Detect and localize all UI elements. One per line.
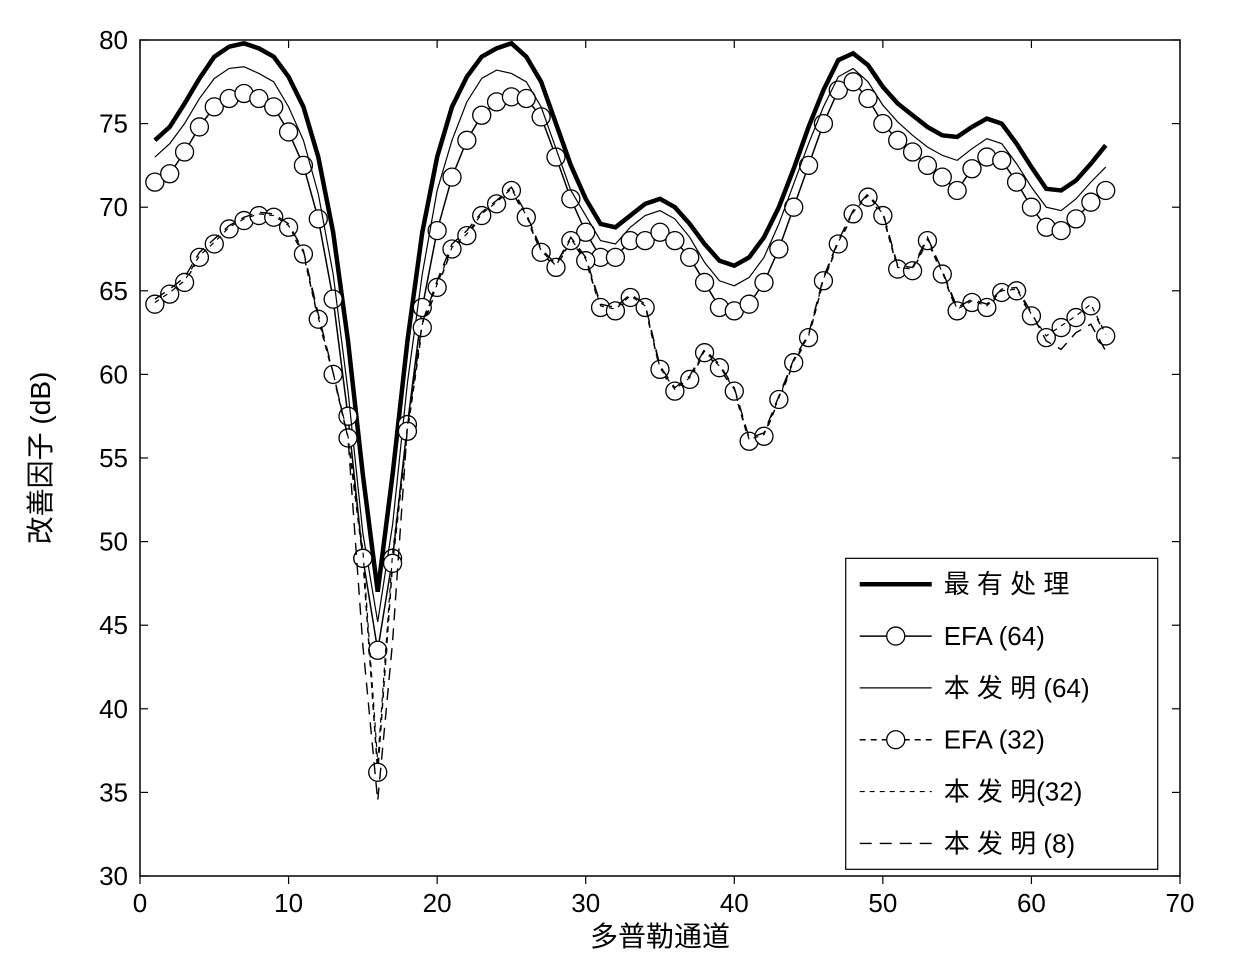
legend-label-4: 本 发 明(32) (944, 777, 1083, 807)
series-line-2 (155, 67, 1106, 622)
y-tick-label: 65 (99, 276, 128, 306)
x-tick-label: 60 (1017, 888, 1046, 918)
y-tick-label: 55 (99, 443, 128, 473)
x-tick-label: 70 (1166, 888, 1195, 918)
x-tick-label: 40 (720, 888, 749, 918)
x-tick-label: 10 (274, 888, 303, 918)
x-tick-label: 0 (133, 888, 147, 918)
y-tick-label: 80 (99, 25, 128, 55)
legend-label-0: 最 有 处 理 (944, 569, 1070, 599)
legend-label-1: EFA (64) (944, 621, 1045, 651)
y-tick-label: 75 (99, 109, 128, 139)
chart-container: 0 10 20 30 40 50 60 70 30 35 40 45 50 55 60 65 70 75 80 多普勒… (0, 0, 1240, 976)
x-tick-label: 20 (423, 888, 452, 918)
x-tick-label: 30 (571, 888, 600, 918)
legend-label-3: EFA (32) (944, 725, 1045, 755)
legend-label-2: 本 发 明 (64) (944, 673, 1090, 703)
y-tick-label: 60 (99, 359, 128, 389)
y-tick-label: 40 (99, 694, 128, 724)
legend-label-5: 本 发 明 (8) (944, 828, 1075, 858)
x-tick-label: 50 (868, 888, 897, 918)
y-tick-label: 35 (99, 777, 128, 807)
y-axis-label: 改善因子 (dB) (25, 372, 56, 545)
y-tick-label: 30 (99, 861, 128, 891)
y-tick-label: 50 (99, 527, 128, 557)
y-tick-label: 45 (99, 610, 128, 640)
line-chart: 0 10 20 30 40 50 60 70 30 35 40 45 50 55 60 65 70 75 80 多普勒… (0, 0, 1240, 976)
y-tick-label: 70 (99, 192, 128, 222)
x-axis-label: 多普勒通道 (590, 921, 730, 952)
